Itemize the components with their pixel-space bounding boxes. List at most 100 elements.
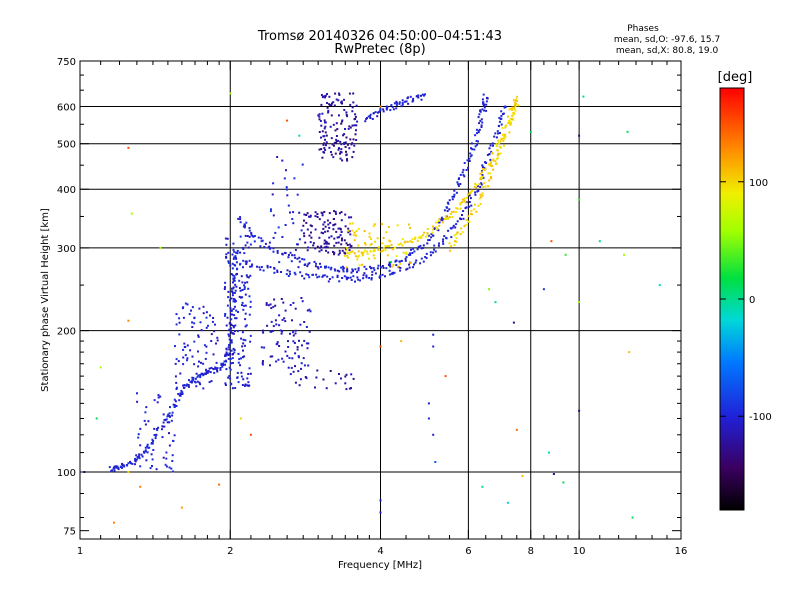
data-point (457, 183, 460, 186)
data-point (205, 370, 208, 372)
data-point (434, 461, 437, 463)
data-point (342, 270, 345, 273)
data-point (249, 340, 252, 343)
data-point (241, 281, 244, 284)
data-point (290, 260, 293, 263)
data-point (261, 363, 264, 366)
data-point (277, 226, 280, 229)
data-point (401, 244, 404, 247)
data-point (278, 345, 281, 347)
data-point (421, 234, 424, 237)
data-point (323, 127, 326, 130)
data-point (287, 346, 290, 348)
data-point (347, 231, 350, 234)
data-point (405, 268, 408, 271)
chart-subtitle: RwPretec (8p) (334, 42, 425, 57)
data-point (273, 271, 276, 274)
data-point (195, 385, 198, 388)
data-point (463, 175, 466, 178)
data-point (127, 319, 130, 322)
data-point (294, 273, 297, 276)
data-point (320, 124, 323, 127)
data-point (234, 255, 237, 258)
data-point (179, 372, 182, 375)
data-point (259, 268, 262, 271)
data-point (288, 357, 291, 359)
data-point (231, 294, 234, 297)
data-point (381, 249, 384, 252)
data-point (248, 384, 251, 387)
data-point (336, 140, 338, 143)
data-point (245, 260, 248, 263)
data-point (390, 272, 393, 275)
data-point (357, 250, 360, 253)
data-point (481, 121, 484, 124)
data-point (159, 246, 162, 249)
data-point (243, 252, 246, 255)
data-point (455, 240, 458, 243)
data-point (269, 266, 272, 269)
data-point (400, 259, 403, 262)
data-point (232, 257, 235, 260)
data-point (434, 250, 437, 253)
data-point (233, 314, 236, 317)
data-point (395, 107, 398, 110)
data-point (470, 189, 473, 192)
data-point (218, 483, 221, 486)
data-point (186, 383, 189, 386)
data-point (362, 251, 365, 254)
data-point (385, 107, 388, 110)
data-point (390, 243, 393, 246)
data-point (151, 458, 154, 461)
data-point (349, 103, 352, 106)
data-point (411, 100, 414, 103)
data-point (183, 384, 186, 386)
data-point (227, 357, 230, 360)
data-point (350, 387, 352, 390)
data-point (289, 211, 291, 214)
data-point (303, 258, 306, 261)
data-point (226, 304, 229, 307)
data-point (271, 193, 274, 196)
data-point (234, 317, 237, 320)
data-point (309, 215, 312, 218)
data-point (168, 421, 171, 424)
data-point (370, 243, 373, 245)
data-point (230, 313, 232, 316)
data-point (353, 231, 356, 234)
data-point (341, 119, 344, 122)
data-point (186, 357, 189, 360)
data-point (494, 132, 497, 135)
data-point (432, 228, 435, 231)
data-point (332, 101, 335, 104)
data-point (465, 206, 468, 209)
data-point (233, 298, 236, 301)
data-point (248, 229, 251, 232)
data-point (351, 106, 354, 109)
data-point (352, 377, 355, 380)
data-point (241, 304, 243, 307)
data-point (459, 207, 462, 210)
data-point (390, 261, 393, 263)
data-point (521, 475, 524, 478)
data-point (151, 465, 153, 467)
data-point (221, 365, 224, 368)
data-point (193, 322, 196, 325)
data-point (496, 154, 499, 157)
data-point (490, 177, 493, 180)
data-point (335, 141, 337, 144)
data-point (236, 272, 238, 275)
data-point (162, 421, 165, 424)
data-point (234, 256, 237, 259)
data-point (224, 286, 226, 289)
data-point (408, 263, 410, 266)
colorbar-tick-label: 0 (749, 295, 755, 306)
data-point (319, 246, 322, 249)
data-point (278, 324, 281, 327)
x-axis-label: Frequency [MHz] (338, 560, 422, 571)
data-point (115, 465, 118, 468)
data-point (153, 399, 156, 402)
data-point (263, 246, 266, 249)
data-point (318, 218, 321, 221)
